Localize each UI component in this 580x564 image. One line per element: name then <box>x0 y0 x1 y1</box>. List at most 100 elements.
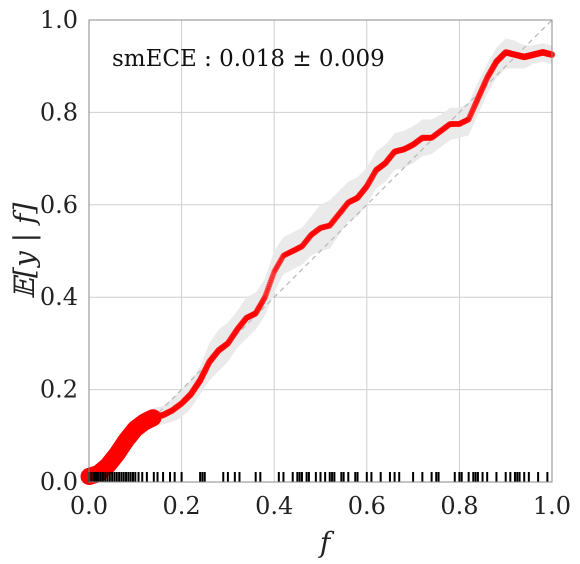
curve-point <box>317 224 324 231</box>
curve-point <box>434 130 441 137</box>
curve-point <box>456 120 463 127</box>
curve-point <box>312 228 319 235</box>
x-tick-label: 0.6 <box>348 492 386 520</box>
curve-point <box>322 223 329 230</box>
curve-point <box>285 249 292 256</box>
curve-point <box>305 235 312 242</box>
curve-point <box>289 247 296 255</box>
smece-annotation: smECE : 0.018 ± 0.009 <box>112 46 385 72</box>
x-tick-label: 1.0 <box>533 492 571 520</box>
curve-point <box>441 124 448 132</box>
curve-point <box>298 243 305 250</box>
curve-point <box>315 226 322 233</box>
curve-point <box>324 223 331 230</box>
curve-point <box>336 210 343 217</box>
curve-point <box>448 120 455 127</box>
curve-point <box>332 215 339 222</box>
curve-point <box>302 239 309 246</box>
curve-point <box>267 279 274 286</box>
curve-point <box>320 224 327 231</box>
curve-point <box>338 208 345 215</box>
curve-point <box>299 242 306 249</box>
y-tick-label: 0.0 <box>40 468 78 496</box>
curve-point <box>431 132 438 139</box>
curve-point <box>446 121 453 128</box>
curve-point <box>278 255 285 262</box>
curve-point <box>292 246 299 253</box>
curve-point <box>454 120 461 127</box>
curve-point <box>290 247 297 254</box>
curve-point <box>308 231 315 238</box>
curve-point <box>440 125 447 132</box>
curve-point <box>463 117 470 124</box>
curve-point <box>260 296 267 303</box>
curve-point <box>309 230 316 237</box>
curve-point <box>451 120 458 127</box>
curve-point <box>453 120 460 127</box>
curve-point <box>284 250 291 257</box>
curve-point <box>427 134 434 141</box>
curve-point <box>432 131 439 138</box>
curve-point <box>339 206 346 213</box>
curve-point <box>297 244 304 251</box>
curve-point <box>300 241 307 248</box>
curve-point <box>265 283 272 290</box>
curve-point <box>331 216 338 223</box>
curve-point <box>450 120 458 127</box>
curve-point <box>433 131 440 138</box>
curve-point <box>266 281 273 288</box>
curve-point <box>329 218 336 225</box>
curve-point <box>294 245 301 252</box>
curve-point <box>305 234 312 241</box>
curve-point <box>325 222 332 229</box>
curve-point <box>319 224 326 231</box>
curve-point <box>293 246 300 253</box>
curve-point <box>288 248 295 255</box>
curve-point <box>342 203 349 210</box>
curve-point <box>263 289 270 296</box>
curve-point <box>340 205 347 212</box>
curve-point <box>342 202 349 209</box>
curve-point <box>291 247 298 254</box>
curve-point <box>443 123 450 130</box>
curve-point <box>450 120 457 127</box>
curve-point <box>271 268 278 275</box>
curve-point <box>273 264 280 271</box>
curve-point <box>296 244 303 251</box>
curve-point <box>455 120 462 127</box>
curve-point <box>269 273 276 279</box>
curve-point <box>277 258 284 264</box>
curve-point <box>283 251 290 258</box>
curve-point <box>307 232 314 239</box>
curve-point <box>310 230 317 237</box>
curve-point <box>442 124 449 131</box>
curve-point <box>429 134 436 141</box>
curve-point <box>323 223 330 230</box>
curve-point <box>311 229 318 236</box>
curve-point <box>285 250 292 257</box>
curve-point <box>280 252 287 259</box>
curve-point <box>435 129 442 136</box>
curve-point <box>335 211 342 219</box>
x-tick-label: 0.2 <box>163 492 201 520</box>
curve-point <box>336 211 343 218</box>
x-tick-label: 0.8 <box>440 492 478 520</box>
curve-point <box>295 244 302 251</box>
curve-point <box>461 118 468 125</box>
curve-point <box>268 275 275 282</box>
plot-frame <box>88 19 553 483</box>
y-tick-labels: 0.0 0.2 0.4 0.6 0.8 1.0 <box>40 6 78 496</box>
curve-point <box>330 217 337 224</box>
curve-point <box>328 220 335 227</box>
curve-point <box>321 223 328 230</box>
rug-marks <box>88 472 549 482</box>
curve-point <box>274 263 281 270</box>
curve-point <box>440 126 447 133</box>
curve-point <box>318 224 325 231</box>
y-tick-label: 0.4 <box>40 283 78 311</box>
curve-point <box>438 127 445 134</box>
curve-point <box>322 223 329 230</box>
curve-point <box>428 134 435 141</box>
curve-point <box>304 236 311 243</box>
y-axis-label: 𝔼[y | f] <box>8 203 41 300</box>
